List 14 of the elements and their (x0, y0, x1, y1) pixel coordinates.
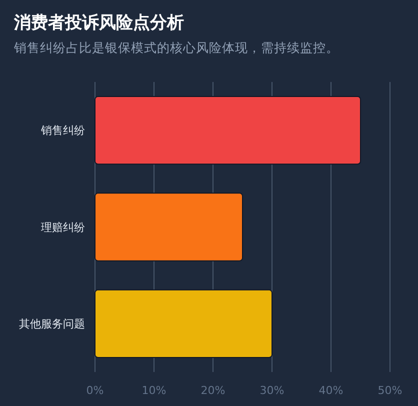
y-tick-label: 理赔纠纷 (41, 220, 85, 234)
y-tick-label: 销售纠纷 (40, 124, 85, 138)
x-tick-label: 40% (318, 384, 344, 397)
chart-title: 消费者投诉风险点分析 (13, 13, 184, 33)
x-tick-label: 0% (86, 384, 104, 397)
x-tick-label: 10% (142, 384, 166, 397)
bar (94, 192, 243, 262)
chart-subtitle: 销售纠纷占比是银保模式的核心风险体现，需持续监控。 (13, 40, 339, 55)
x-tick-label: 30% (260, 384, 284, 397)
x-tick-label: 20% (200, 384, 226, 397)
bar (94, 289, 272, 358)
bar (94, 96, 361, 165)
x-tick-label: 50% (378, 384, 402, 397)
y-tick-label: 其他服务问题 (19, 318, 85, 331)
